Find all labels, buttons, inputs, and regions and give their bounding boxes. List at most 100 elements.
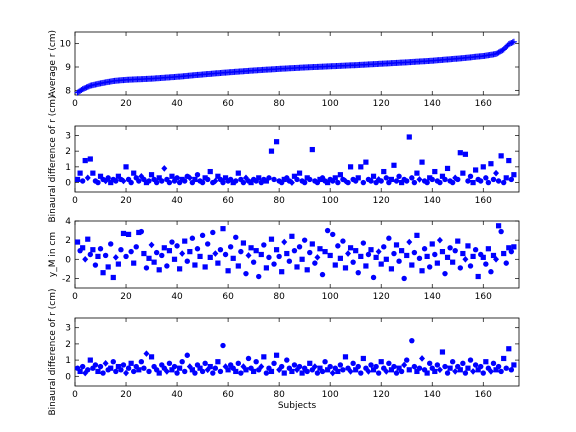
data-point bbox=[97, 246, 104, 252]
data-point bbox=[299, 256, 305, 262]
data-point bbox=[304, 175, 310, 181]
data-point bbox=[317, 176, 323, 183]
data-point bbox=[143, 179, 150, 186]
data-point bbox=[125, 231, 132, 237]
data-point bbox=[457, 150, 463, 156]
data-point bbox=[347, 368, 354, 375]
data-point bbox=[281, 176, 287, 183]
x-tick-label: 0 bbox=[72, 196, 78, 206]
x-tick-label: 20 bbox=[120, 390, 132, 400]
x-tick-label: 160 bbox=[475, 292, 492, 302]
data-point bbox=[498, 368, 504, 375]
data-point bbox=[493, 255, 500, 263]
data-point bbox=[115, 363, 121, 370]
data-point bbox=[148, 241, 155, 249]
data-point bbox=[342, 265, 349, 271]
data-point bbox=[105, 175, 111, 181]
data-point bbox=[322, 249, 328, 255]
data-point bbox=[462, 370, 469, 376]
data-point bbox=[511, 172, 517, 178]
x-axis-label: Subjects bbox=[278, 401, 317, 411]
data-point bbox=[483, 175, 489, 181]
data-point bbox=[329, 369, 336, 377]
data-point bbox=[508, 39, 515, 46]
data-point bbox=[342, 354, 349, 360]
x-tick-label: 160 bbox=[475, 390, 492, 400]
data-point bbox=[500, 46, 507, 53]
data-point bbox=[358, 253, 364, 260]
data-point bbox=[470, 179, 476, 186]
data-point bbox=[495, 223, 502, 229]
data-point bbox=[268, 236, 275, 242]
data-point bbox=[340, 238, 346, 244]
data-point bbox=[353, 367, 359, 373]
data-point bbox=[291, 247, 298, 254]
data-point bbox=[220, 179, 226, 186]
data-point bbox=[355, 363, 361, 370]
data-point bbox=[266, 254, 272, 261]
data-point bbox=[480, 370, 486, 376]
data-point bbox=[248, 179, 254, 186]
y-tick-label: 0 bbox=[65, 179, 71, 189]
data-point bbox=[307, 360, 313, 366]
data-point bbox=[416, 365, 423, 371]
data-point bbox=[358, 370, 364, 376]
data-point bbox=[360, 240, 367, 246]
y-axis-label: Average r (cm) bbox=[48, 30, 58, 97]
data-point bbox=[130, 368, 137, 375]
data-point bbox=[460, 170, 466, 176]
data-point bbox=[386, 360, 392, 367]
data-point bbox=[485, 179, 492, 186]
data-point bbox=[378, 261, 384, 267]
data-point bbox=[411, 249, 418, 256]
data-point bbox=[337, 255, 343, 261]
data-point bbox=[426, 360, 433, 367]
data-point bbox=[95, 179, 101, 186]
data-point bbox=[166, 360, 173, 367]
data-point bbox=[192, 262, 198, 268]
data-point bbox=[261, 242, 267, 248]
data-point bbox=[447, 245, 453, 251]
data-point bbox=[112, 254, 119, 261]
data-point bbox=[169, 239, 175, 245]
y-tick-label: 0 bbox=[65, 372, 71, 382]
data-point bbox=[399, 179, 405, 186]
data-point bbox=[388, 176, 395, 183]
data-point bbox=[501, 250, 507, 257]
data-point bbox=[256, 175, 262, 181]
data-point bbox=[82, 255, 89, 263]
data-point bbox=[465, 243, 471, 249]
data-point bbox=[212, 365, 219, 371]
data-point bbox=[233, 368, 239, 375]
data-point bbox=[284, 357, 290, 363]
data-point bbox=[220, 226, 226, 232]
x-tick-label: 80 bbox=[273, 390, 285, 400]
data-point bbox=[386, 235, 392, 241]
data-point bbox=[156, 267, 162, 273]
data-point bbox=[100, 370, 106, 376]
data-point bbox=[110, 359, 116, 365]
data-point bbox=[511, 362, 517, 368]
data-point bbox=[503, 43, 510, 50]
data-point bbox=[442, 270, 448, 277]
data-point bbox=[136, 229, 142, 236]
data-point bbox=[258, 251, 264, 258]
data-point bbox=[414, 170, 420, 176]
data-point bbox=[197, 365, 203, 371]
data-point bbox=[82, 157, 88, 164]
axes-frame bbox=[74, 125, 520, 193]
data-point bbox=[301, 179, 308, 186]
x-tick-label: 100 bbox=[322, 390, 339, 400]
data-point bbox=[439, 349, 446, 355]
data-point bbox=[161, 245, 167, 251]
data-point bbox=[429, 241, 435, 247]
data-point bbox=[465, 365, 471, 371]
data-point bbox=[439, 249, 446, 255]
data-point bbox=[409, 337, 415, 344]
data-point bbox=[460, 360, 466, 367]
data-point bbox=[146, 178, 152, 184]
data-point bbox=[409, 262, 415, 268]
data-point bbox=[375, 370, 382, 376]
data-point bbox=[225, 367, 231, 373]
